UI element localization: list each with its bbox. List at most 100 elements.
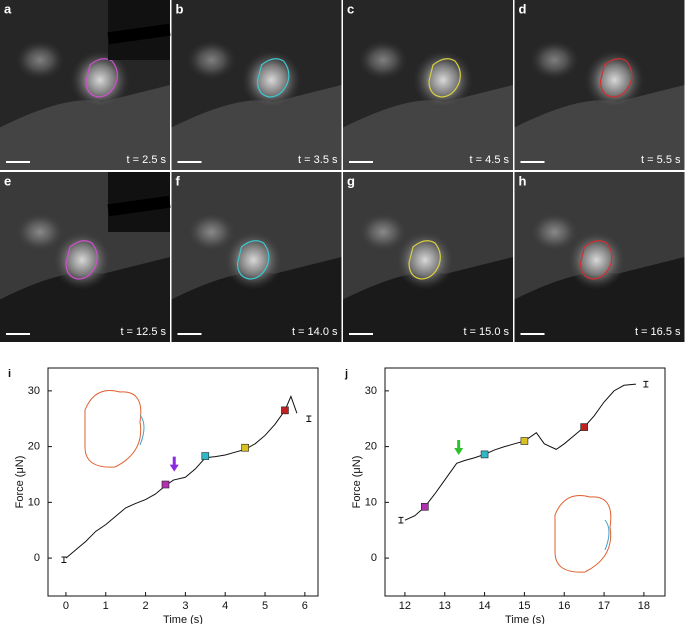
x-tick-label: 4	[222, 600, 228, 612]
cell-outline	[256, 58, 290, 98]
x-tick-label: 6	[302, 600, 308, 612]
x-axis-label: Time (s)	[505, 614, 545, 624]
y-tick-label: 0	[34, 552, 40, 564]
cell-outline	[85, 58, 118, 98]
panel-label: e	[4, 173, 11, 188]
image-panel: e t = 12.5 s	[0, 172, 171, 342]
force-line	[65, 395, 298, 559]
time-label: t = 5.5 s	[641, 154, 681, 166]
glow	[186, 40, 237, 80]
time-label: t = 16.5 s	[635, 326, 681, 338]
time-label: t = 3.5 s	[298, 154, 338, 166]
image-panel: b t = 3.5 s	[171, 0, 342, 170]
marker	[520, 437, 529, 445]
panel-label: d	[519, 1, 527, 16]
glow	[15, 212, 65, 252]
x-tick-label: 3	[182, 600, 188, 612]
marker	[241, 443, 249, 452]
cell-outline	[408, 240, 441, 280]
cell-region	[343, 85, 513, 170]
x-tick-label: 17	[598, 600, 610, 612]
cell-region	[171, 85, 342, 170]
panel-label: a	[4, 1, 12, 16]
time-label: t = 4.5 s	[470, 154, 510, 166]
x-tick-label: 16	[558, 600, 570, 612]
time-label: t = 2.5 s	[127, 154, 167, 166]
time-label: t = 12.5 s	[120, 326, 166, 338]
panel-label: g	[347, 173, 355, 188]
cell-region	[171, 257, 342, 342]
marker	[480, 450, 489, 459]
y-axis-label: Force (μN)	[14, 456, 26, 509]
panel-label: i	[8, 368, 11, 380]
glow	[529, 212, 580, 252]
y-tick-label: 20	[365, 441, 377, 453]
image-panel: f t = 14.0 s	[171, 172, 342, 342]
x-tick-label: 5	[262, 600, 268, 612]
y-tick-label: 30	[365, 385, 377, 397]
glow	[52, 230, 112, 290]
panel-label: b	[176, 1, 184, 16]
image-panels: a t = 2.5 s b t = 3.5 s c t = 4.5 s d t = 5.5 s…	[0, 0, 685, 342]
y-tick-label: 10	[28, 496, 40, 508]
panel-label: c	[347, 1, 354, 16]
plot-frame	[47, 367, 319, 597]
glow	[223, 230, 284, 290]
x-tick-label: 15	[518, 600, 530, 612]
marker	[281, 406, 289, 415]
x-tick-label: 13	[439, 600, 451, 612]
chart: i 0 1 2 3 4 5 6 0 10 20 30 Time (s) Force (μN)	[8, 367, 319, 626]
y-tick-label: 20	[28, 441, 40, 453]
outline-inset	[84, 390, 142, 468]
image-panel: a t = 2.5 s	[0, 0, 171, 170]
x-tick-label: 12	[399, 600, 411, 612]
glow	[186, 212, 237, 252]
beam-stop	[107, 195, 171, 217]
glow	[15, 40, 65, 80]
cell-outline	[579, 240, 613, 280]
glow	[566, 230, 627, 290]
arrow	[454, 439, 464, 455]
cell-outline	[599, 58, 633, 98]
x-tick-label: 2	[143, 600, 149, 612]
arrow	[169, 456, 179, 472]
cell-outline	[236, 240, 270, 280]
error-bar	[306, 415, 312, 423]
error-bar	[61, 556, 67, 564]
x-axis-label: Time (s)	[163, 614, 203, 624]
cell-region	[514, 85, 685, 170]
marker	[201, 452, 210, 460]
y-tick-label: 10	[365, 496, 377, 508]
marker	[161, 480, 170, 489]
image-panel: h t = 16.5 s	[514, 172, 685, 342]
y-tick-label: 30	[28, 385, 40, 397]
image-panel: g t = 15.0 s	[343, 172, 513, 342]
glow	[358, 40, 408, 80]
cell-region	[0, 257, 170, 342]
outline-inset	[554, 495, 612, 573]
marker	[421, 503, 429, 511]
cell-region	[343, 257, 513, 342]
y-axis-label: Force (μN)	[351, 456, 363, 509]
cell-outline	[428, 58, 461, 98]
image-panel: d t = 5.5 s	[514, 0, 685, 170]
x-tick-label: 1	[103, 600, 109, 612]
time-label: t = 14.0 s	[292, 326, 338, 338]
outline-inset	[604, 519, 610, 551]
glow	[395, 230, 455, 290]
cell-region	[0, 85, 170, 170]
chart: j 12 13 14 15 16 17 18 0 10 20 30 Time (s) Force (μN)	[344, 367, 666, 626]
x-tick-label: 18	[638, 600, 650, 612]
image-panel: c t = 4.5 s	[343, 0, 513, 170]
error-bar	[643, 380, 649, 388]
error-bar	[398, 516, 404, 524]
cell-region	[514, 257, 685, 342]
force-line	[404, 383, 636, 521]
cell-outline	[65, 240, 98, 280]
marker	[580, 423, 588, 431]
panel-label: h	[519, 173, 527, 188]
time-label: t = 15.0 s	[463, 326, 509, 338]
panel-label: j	[344, 368, 348, 380]
